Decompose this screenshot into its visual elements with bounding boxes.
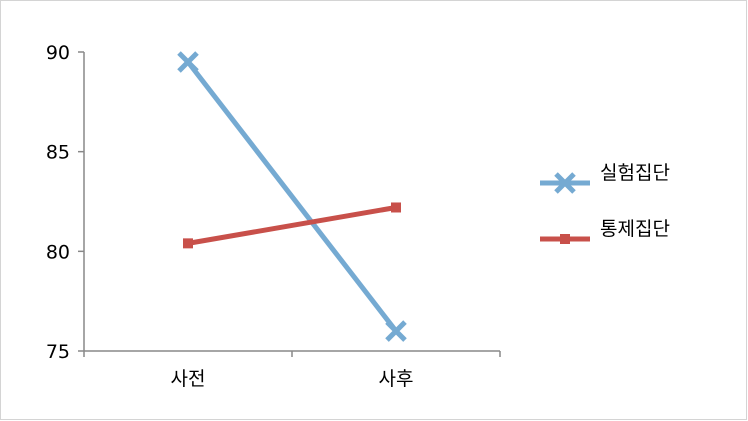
- legend-item-control: 통제집단: [540, 218, 670, 244]
- legend-swatch-marker: [560, 234, 570, 244]
- y-tick-label: 90: [46, 42, 70, 64]
- data-point-experimental: [385, 320, 407, 342]
- x-tick-label: 사후: [379, 368, 414, 390]
- axes: 75 80 85 90 사전 사후: [46, 42, 501, 390]
- legend-label: 실험집단: [600, 162, 670, 184]
- y-tick-label: 80: [46, 241, 70, 263]
- y-tick-label: 75: [46, 341, 70, 363]
- legend-label: 통제집단: [600, 218, 670, 240]
- series-line-control: [187, 205, 397, 246]
- data-point-experimental: [177, 51, 199, 73]
- y-tick-label: 85: [46, 142, 70, 164]
- x-tick-label: 사전: [171, 368, 206, 390]
- series-layer: [177, 51, 407, 342]
- legend-swatch-marker: [554, 172, 576, 194]
- legend-item-experimental: 실험집단: [540, 162, 670, 194]
- data-point-control: [183, 238, 193, 249]
- data-point-control: [391, 202, 401, 213]
- series-line-experimental: [186, 60, 398, 333]
